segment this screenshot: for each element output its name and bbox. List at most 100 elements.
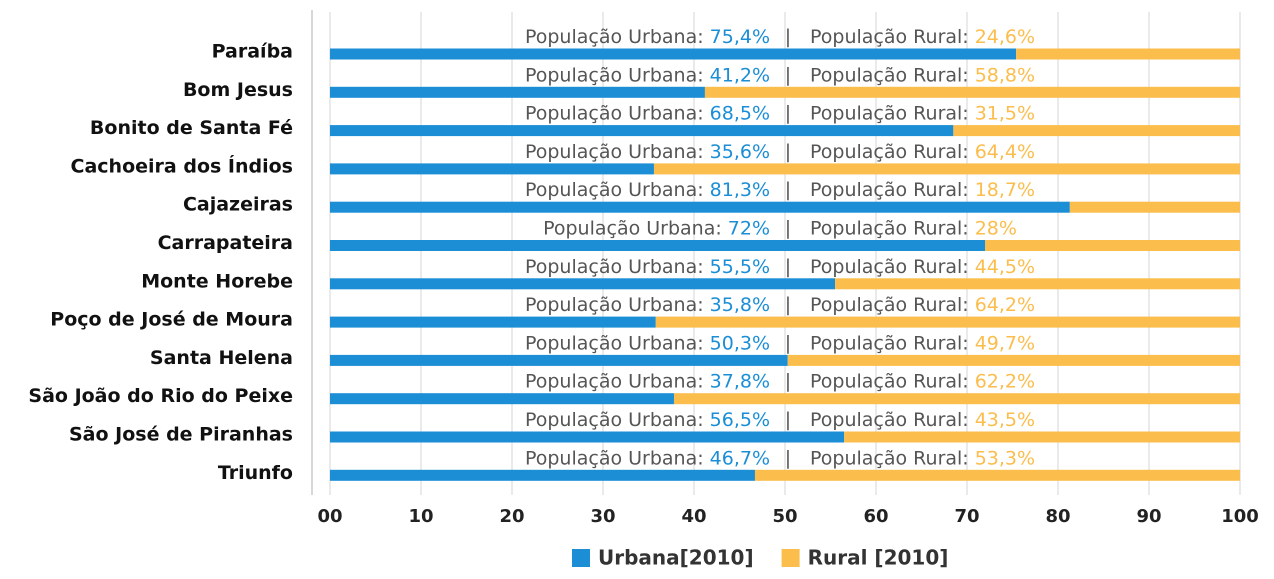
label-value: 49,7% [975,332,1035,354]
label-value: 18,7% [975,179,1035,201]
x-tick-label: 70 [954,506,979,527]
label-value: 53,3% [975,447,1035,469]
label-value: 41,2% [710,64,770,86]
bar-segment [1069,201,1240,213]
label-separator: | [785,409,791,431]
label-value: 81,3% [710,179,770,201]
data-label: População Rural: 49,7% [810,332,1035,354]
bar-segment [330,316,656,328]
category-label: Poço de José de Moura [50,309,293,331]
label-value: 50,3% [710,332,770,354]
bar-segment [330,163,654,175]
bar-segment [330,431,845,443]
x-tick-label: 30 [590,506,615,527]
data-label: População Rural: 53,3% [810,447,1035,469]
bar-segment [953,125,1240,137]
label-prefix: População Urbana: [525,409,704,431]
data-label: População Urbana: 72% [543,217,770,239]
label-prefix: População Urbana: [543,217,722,239]
data-label: População Urbana: 55,5% [525,255,770,277]
data-label: População Rural: 18,7% [810,179,1035,201]
label-value: 43,5% [975,409,1035,431]
data-label: População Rural: 31,5% [810,102,1035,124]
bar-segment [330,469,755,481]
bar-segment [330,48,1017,60]
data-label: População Urbana: 50,3% [525,332,770,354]
data-label: População Urbana: 41,2% [525,64,770,86]
label-separator: | [785,370,791,392]
label-value: 55,5% [710,255,770,277]
bar-segment [673,393,1240,405]
legend-swatch [572,549,590,567]
label-value: 72% [728,217,770,239]
data-label: População Urbana: 68,5% [525,102,770,124]
label-separator: | [785,64,791,86]
category-label: Cajazeiras [183,194,293,216]
category-label: São José de Piranhas [69,424,293,446]
label-prefix: População Rural: [810,217,969,239]
label-prefix: População Urbana: [525,255,704,277]
data-label: População Urbana: 37,8% [525,370,770,392]
label-value: 75,4% [710,26,770,48]
bar-segment [330,125,954,137]
category-label: Santa Helena [150,347,293,369]
data-label: População Urbana: 46,7% [525,447,770,469]
label-value: 35,8% [710,294,770,316]
label-separator: | [785,140,791,162]
bar-segment [835,278,1240,290]
label-prefix: População Rural: [810,179,969,201]
label-prefix: População Urbana: [525,332,704,354]
bar-segment [844,431,1240,443]
label-value: 44,5% [975,255,1035,277]
data-label: População Rural: 24,6% [810,26,1035,48]
data-label: População Urbana: 56,5% [525,409,770,431]
category-label: Cachoeira dos Índios [71,154,293,177]
label-value: 68,5% [710,102,770,124]
x-tick-label: 10 [408,506,433,527]
label-prefix: População Rural: [810,294,969,316]
data-label: População Rural: 64,4% [810,140,1035,162]
category-label: Triunfo [218,462,293,484]
category-label: Bonito de Santa Fé [90,117,293,139]
x-tick-label: 90 [1136,506,1161,527]
bar-segment [704,86,1240,98]
bar-segment [1016,48,1240,60]
label-value: 37,8% [710,370,770,392]
data-label: População Urbana: 75,4% [525,26,770,48]
label-prefix: População Urbana: [525,102,704,124]
label-value: 46,7% [710,447,770,469]
label-prefix: População Rural: [810,409,969,431]
label-separator: | [785,179,791,201]
label-prefix: População Rural: [810,26,969,48]
bar-segment [985,240,1240,251]
x-tick-label: 20 [499,506,524,527]
label-value: 28% [975,217,1017,239]
category-label: São João do Rio do Peixe [28,385,293,407]
data-label: População Rural: 43,5% [810,409,1035,431]
x-tick-label: 60 [863,506,888,527]
bar-segment [330,278,836,290]
label-value: 58,8% [975,64,1035,86]
label-separator: | [785,294,791,316]
x-tick-label: 100 [1221,506,1259,527]
label-value: 24,6% [975,26,1035,48]
label-prefix: População Rural: [810,332,969,354]
bar-segment [330,354,788,366]
legend-label: Urbana[2010] [598,546,754,570]
label-prefix: População Rural: [810,102,969,124]
label-value: 35,6% [710,140,770,162]
data-label: População Rural: 58,8% [810,64,1035,86]
label-prefix: População Rural: [810,447,969,469]
data-label: População Urbana: 35,6% [525,140,770,162]
data-label: População Rural: 64,2% [810,294,1035,316]
bar-segment [330,240,986,251]
label-separator: | [785,255,791,277]
label-separator: | [785,26,791,48]
label-prefix: População Rural: [810,64,969,86]
bar-segment [787,354,1240,366]
label-prefix: População Urbana: [525,64,704,86]
label-prefix: População Urbana: [525,447,704,469]
label-separator: | [785,217,791,239]
data-label: População Urbana: 35,8% [525,294,770,316]
